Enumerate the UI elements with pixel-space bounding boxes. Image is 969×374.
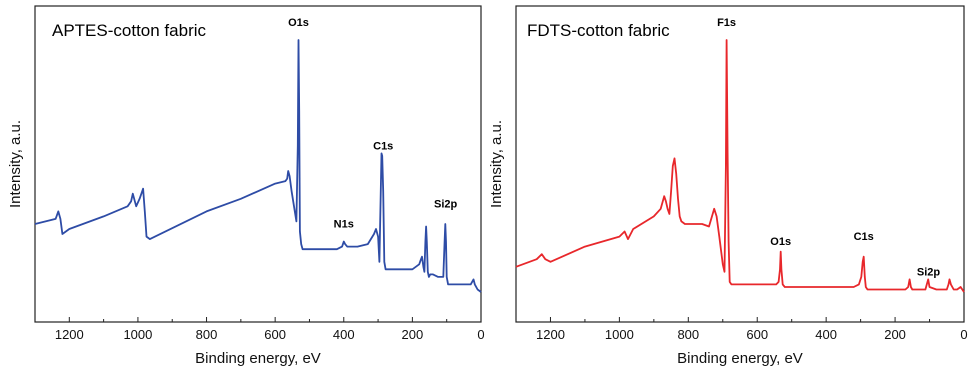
spectrum-line (515, 39, 965, 293)
peak-label: F1s (717, 17, 736, 29)
x-tick-label: 200 (402, 327, 424, 342)
x-tick-label: 1200 (55, 327, 84, 342)
xps-chart-aptes: 1200 1000 800 600 400 200 0 Binding energy, eV I… (0, 0, 488, 369)
y-axis-title: Intensity, a.u. (7, 120, 24, 208)
x-tick-label: 800 (677, 327, 699, 342)
x-tick-label: 600 (746, 327, 768, 342)
x-tick-label: 1000 (605, 327, 634, 342)
x-tick-label: 400 (815, 327, 837, 342)
plot-frame (515, 5, 965, 323)
x-tick-label: 800 (196, 327, 218, 342)
peak-label: C1s (854, 231, 874, 243)
x-tick-label: 1000 (123, 327, 152, 342)
peak-label: O1s (770, 236, 791, 248)
x-axis-title: Binding energy, eV (195, 350, 321, 367)
plot-frame (34, 5, 482, 323)
peak-label: C1s (373, 140, 393, 152)
x-axis-title: Binding energy, eV (677, 350, 803, 367)
x-tick-label: 0 (477, 327, 484, 342)
peak-label: N1s (334, 219, 354, 231)
peak-label: Si2p (434, 198, 458, 210)
peak-label: Si2p (917, 266, 941, 278)
chart-title: APTES-cotton fabric (52, 21, 207, 40)
chart-svg-aptes: 1200 1000 800 600 400 200 0 Binding energy, eV I… (7, 5, 485, 367)
chart-svg-fdts: 1200 1000 800 600 400 200 0 Binding energy, eV I… (488, 5, 968, 367)
spectrum-line (34, 39, 482, 293)
x-tick-label: 1200 (536, 327, 565, 342)
peak-label: O1s (288, 17, 309, 29)
x-tick-label: 0 (960, 327, 967, 342)
x-tick-label: 200 (884, 327, 906, 342)
y-axis-title: Intensity, a.u. (489, 120, 505, 208)
chart-title: FDTS-cotton fabric (527, 21, 670, 40)
x-tick-label: 600 (264, 327, 286, 342)
xps-chart-fdts: 1200 1000 800 600 400 200 0 Binding energy, eV I… (488, 0, 969, 369)
x-tick-label: 400 (333, 327, 355, 342)
